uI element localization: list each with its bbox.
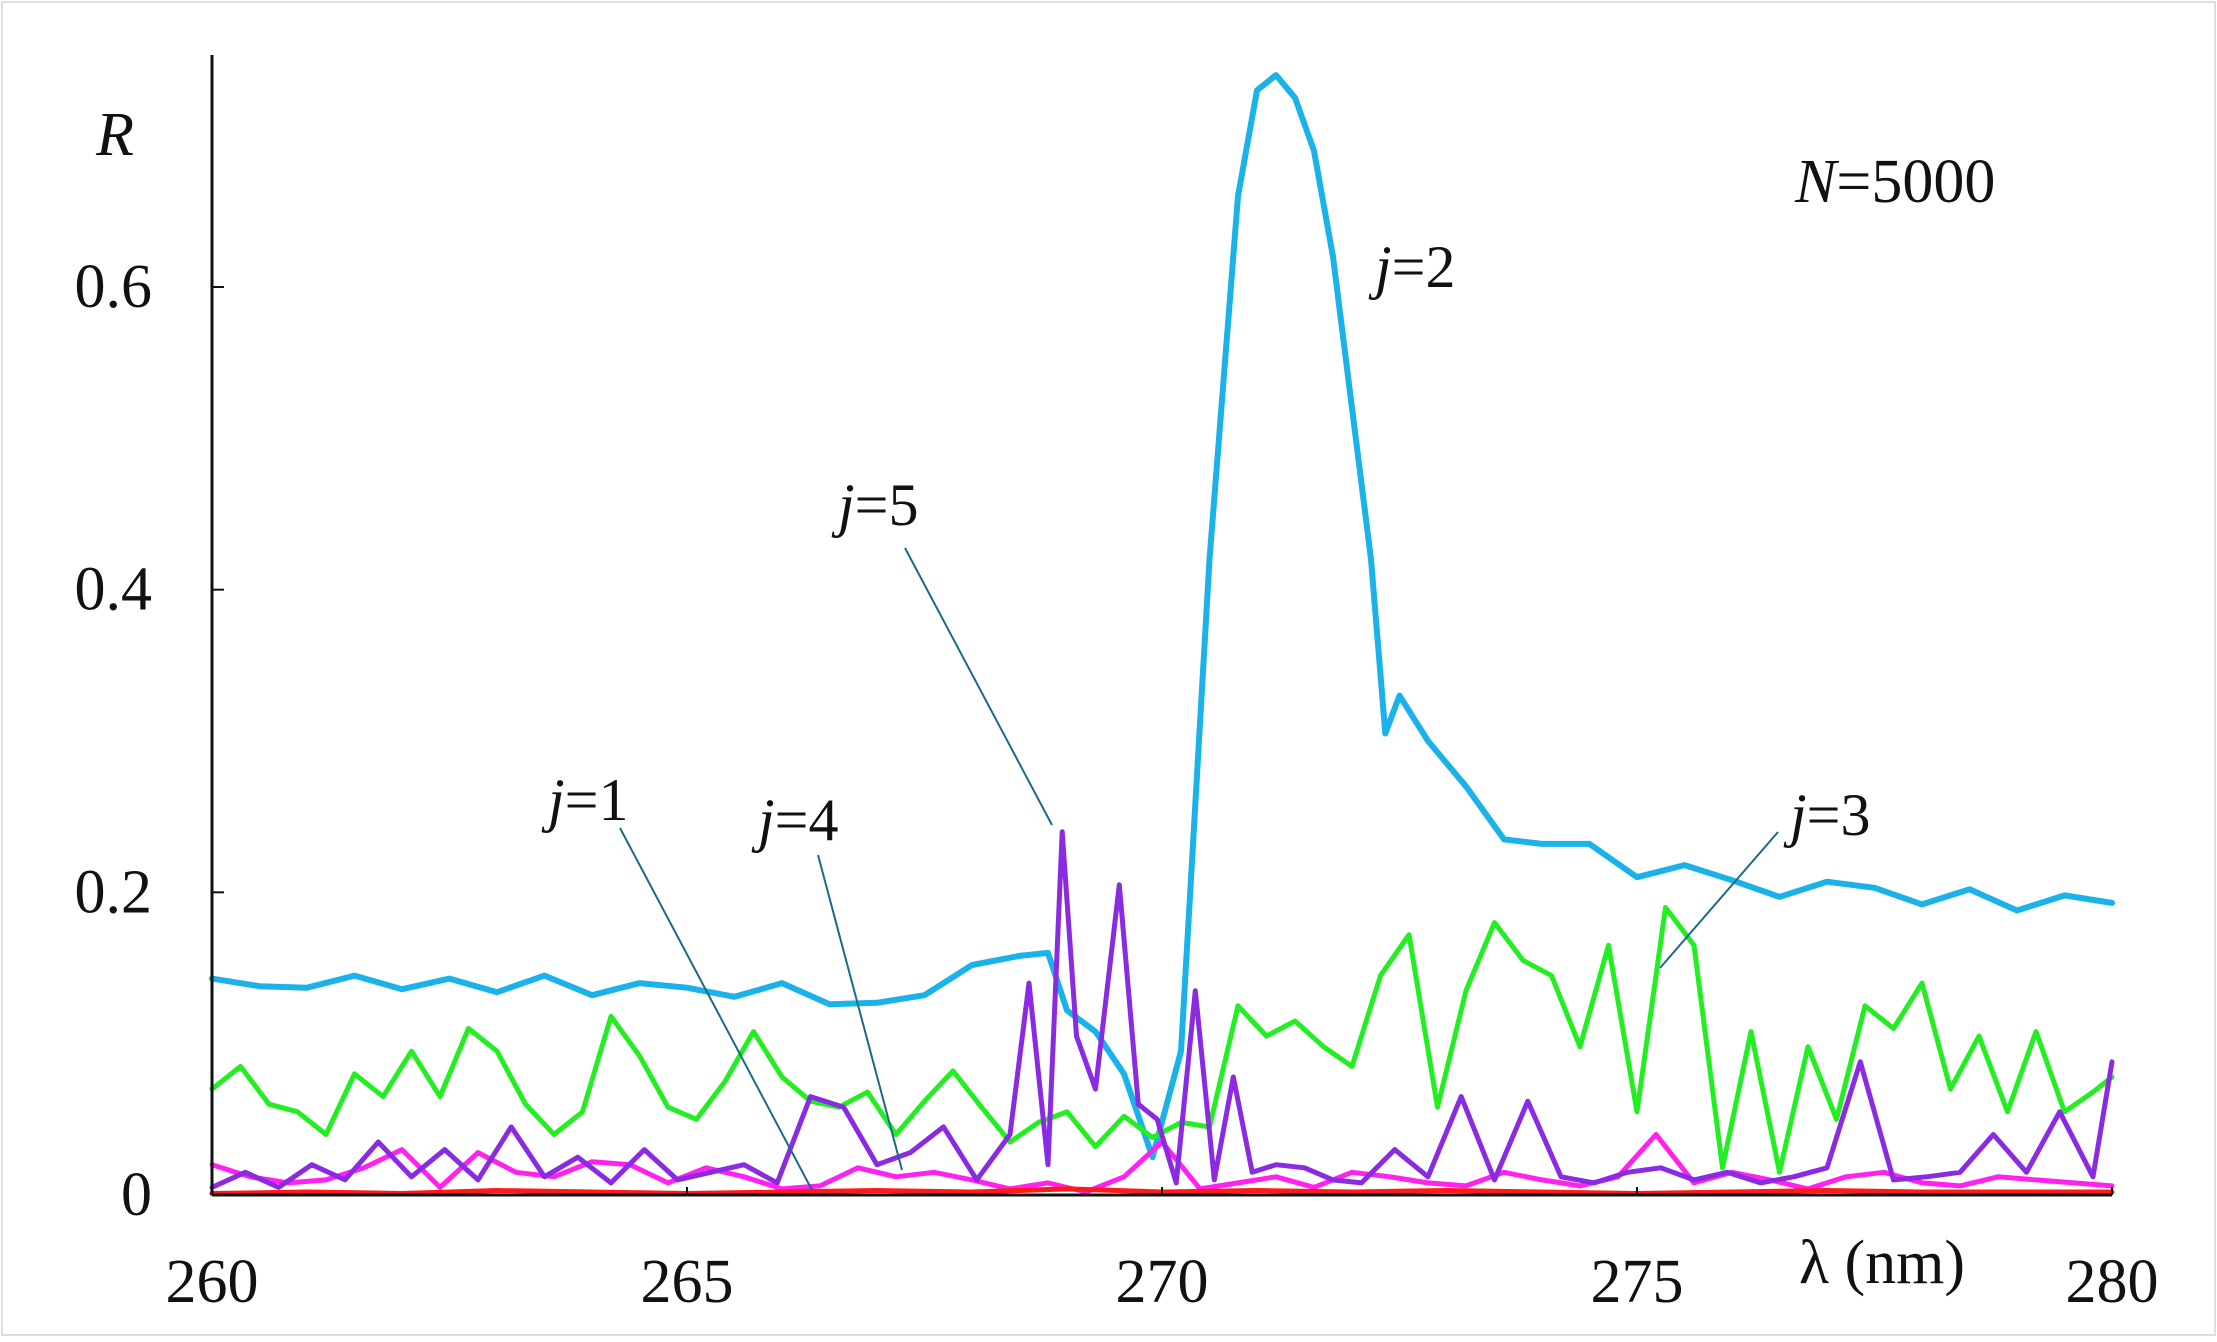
y-axis-label: R: [95, 101, 134, 169]
y-tick-label: 0: [121, 1161, 152, 1229]
leader-line-j1: [619, 827, 813, 1191]
x-tick-label: 280: [2066, 1248, 2159, 1316]
series-label-j2: j=2: [1368, 234, 1456, 300]
y-tick-label: 0.4: [75, 556, 153, 624]
series-line-j5: [209, 829, 2115, 1190]
x-axis-label: λ (nm): [1799, 1229, 1965, 1297]
x-tick-label: 275: [1591, 1248, 1684, 1316]
y-tick-label: 0.2: [75, 858, 153, 926]
y-tick-label: 0.6: [75, 253, 153, 321]
series-line-j3: [209, 905, 2115, 1175]
leader-line-j4: [817, 854, 903, 1171]
x-tick-label: 260: [166, 1248, 259, 1316]
leader-line-j3: [1659, 831, 1779, 969]
x-tick-label: 270: [1116, 1248, 1209, 1316]
annotation-n: N=5000: [1794, 148, 1995, 216]
series-label-j1: j=1: [541, 767, 629, 833]
axes-layer: 260 265 270 275 280 0 0.2 0.4 0.6 Rλ (nm): [75, 55, 2159, 1316]
series-label-j4: j=4: [751, 787, 839, 853]
series-label-j3: j=3: [1783, 782, 1871, 848]
leader-line-j5: [904, 547, 1053, 826]
x-tick-label: 265: [641, 1248, 734, 1316]
series-line-j2: [209, 72, 2115, 1161]
series-label-j5: j=5: [831, 472, 919, 538]
